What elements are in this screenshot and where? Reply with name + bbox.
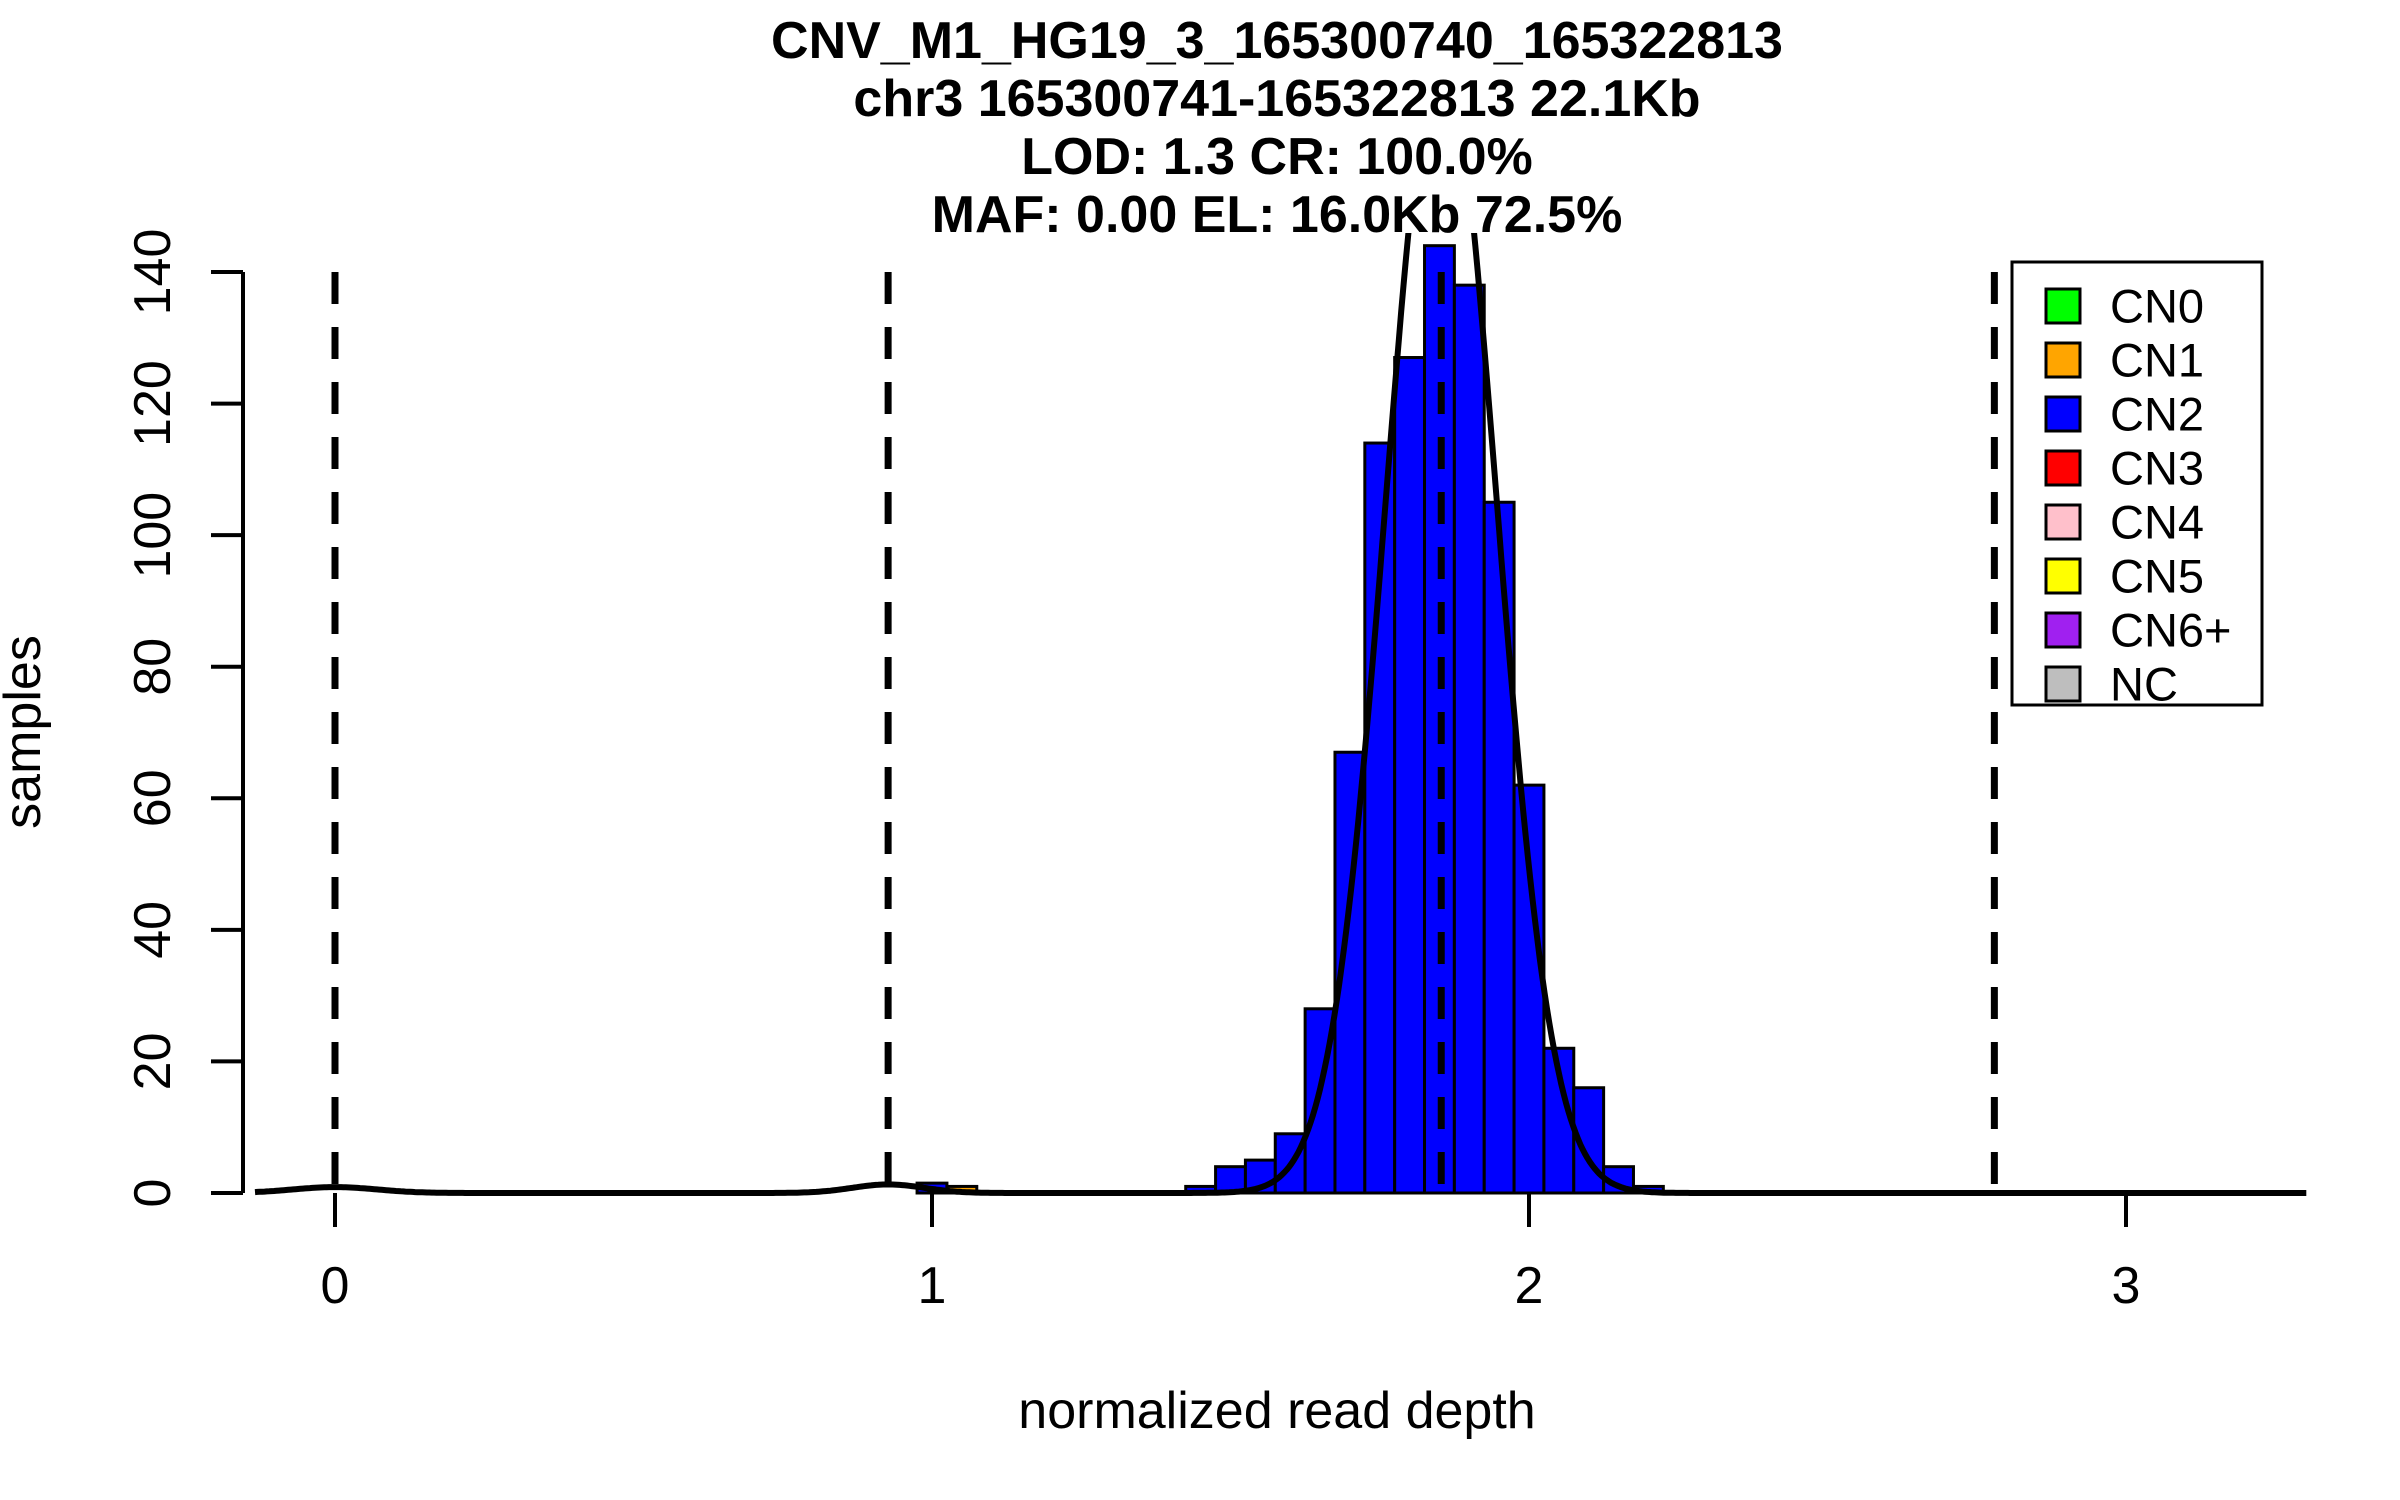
x-tick-label: 3 [2112,1257,2141,1315]
legend-swatch-cn2 [2044,395,2082,433]
legend-label-nc: NC [2110,658,2178,711]
legend-label-cn4: CN4 [2110,496,2204,549]
title-line-1: CNV_M1_HG19_3_165300740_165322813 [771,12,1783,70]
legend-label-cn3: CN3 [2110,442,2204,495]
y-tick-label: 140 [124,229,182,316]
legend-swatch-cn0 [2044,287,2082,325]
histogram-bar-cn2 [1393,356,1427,1195]
x-tick-label: 0 [321,1257,350,1315]
y-tick-label: 20 [124,1033,182,1091]
y-tick-label: 80 [124,638,182,696]
chart-titles: CNV_M1_HG19_3_165300740_165322813 chr3 1… [771,12,1783,244]
legend-swatch-nc [2044,665,2082,703]
x-axis-label: normalized read depth [1018,1382,1535,1440]
histogram-bar-cn2 [1452,283,1486,1195]
legend-swatch-cn5 [2044,557,2082,595]
y-tick-label: 40 [124,901,182,959]
title-line-3: LOD: 1.3 CR: 100.0% [1021,128,1533,186]
y-tick-label: 120 [124,360,182,447]
legend-label-cn5: CN5 [2110,550,2204,603]
legend-swatch-cn4 [2044,503,2082,541]
plot-area: 0 20 40 60 80 100 120 140 0 1 2 3 [124,229,2307,1315]
legend-swatch-cn3 [2044,449,2082,487]
legend-label-cn2: CN2 [2110,388,2204,441]
y-tick-label: 100 [124,492,182,579]
legend-swatch-cn6+ [2044,611,2082,649]
x-tick-label: 2 [1515,1257,1544,1315]
legend-label-cn0: CN0 [2110,280,2204,333]
y-axis-label: samples [0,635,52,829]
histogram-bar-cn2 [1482,500,1516,1195]
legend-label-cn6+: CN6+ [2110,604,2231,657]
title-line-2: chr3 165300741-165322813 22.1Kb [853,70,1700,128]
y-tick-label: 60 [124,769,182,827]
x-tick-label: 1 [918,1257,947,1315]
y-tick-label: 0 [124,1179,182,1208]
legend-label-cn1: CN1 [2110,334,2204,387]
density-fit-curve [254,233,2307,1196]
legend-swatch-cn1 [2044,341,2082,379]
title-line-4: MAF: 0.00 EL: 16.0Kb 72.5% [932,186,1623,244]
